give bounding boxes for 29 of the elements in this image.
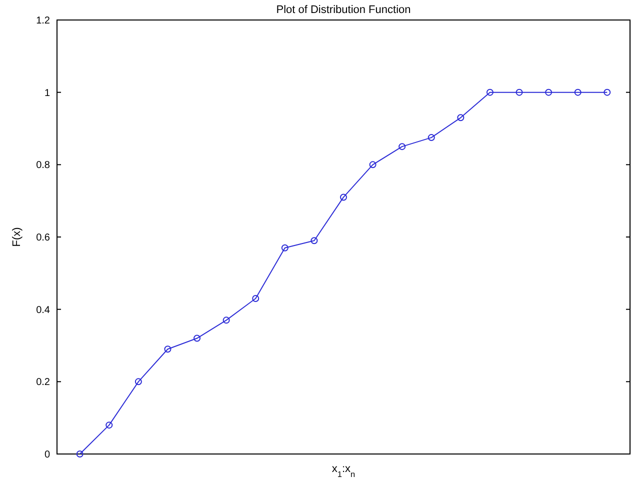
point — [76, 450, 84, 458]
y-tick-label: 0 — [44, 450, 50, 460]
point — [516, 88, 523, 96]
y-tick-label: 0.8 — [36, 160, 50, 172]
chart-title: Plot of Distribution Function — [276, 4, 411, 16]
point — [194, 334, 201, 342]
point — [457, 114, 464, 122]
point — [486, 88, 494, 96]
point — [340, 194, 347, 201]
point — [164, 346, 172, 353]
point — [252, 294, 260, 302]
point — [398, 143, 406, 150]
point — [369, 161, 376, 168]
point — [281, 244, 288, 252]
y-tick-label: 0.6 — [36, 232, 50, 244]
point — [222, 316, 230, 324]
point — [545, 88, 552, 96]
point — [428, 134, 435, 142]
y-tick-label: 0.4 — [36, 304, 50, 316]
point — [106, 422, 113, 429]
x-axis-title: x$_{1}$:x$_{n}$ — [332, 463, 356, 478]
y-tick-label: 1 — [44, 88, 50, 99]
point — [134, 378, 142, 386]
point — [310, 237, 318, 244]
y-tick-label: 0.2 — [36, 377, 50, 388]
point — [604, 88, 611, 96]
y-axis-title: F(x) — [11, 227, 23, 247]
point — [574, 88, 582, 96]
y-tick-label: 1.2 — [36, 16, 50, 26]
